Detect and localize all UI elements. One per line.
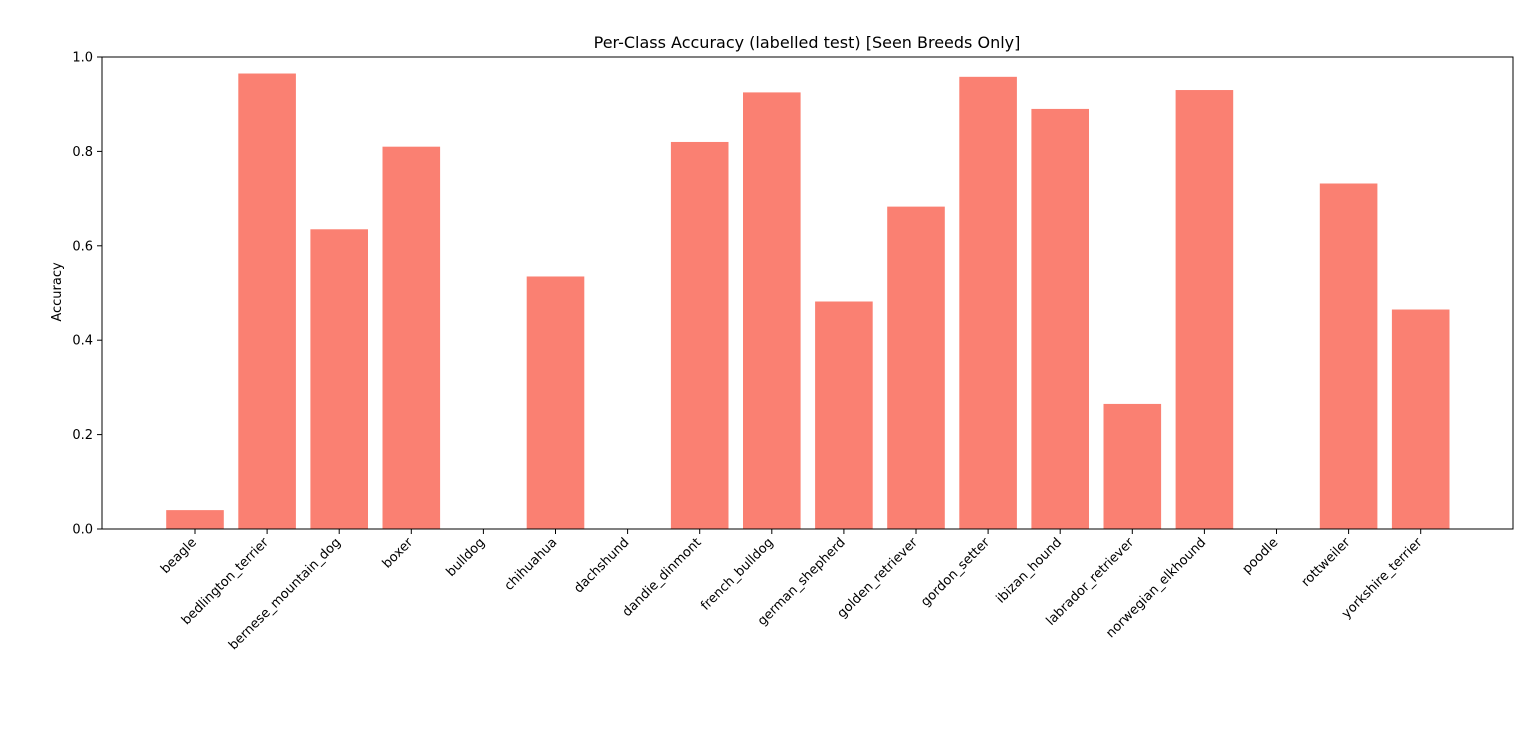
y-tick-label: 0.8 [72, 145, 93, 160]
x-tick-label: golden_retriever [835, 535, 922, 622]
y-axis-label: Accuracy [50, 262, 65, 322]
bar-ibizan_hound [1031, 108, 1089, 530]
plot-frame [101, 56, 1514, 530]
y-tick-label: 0.2 [72, 428, 93, 443]
x-tick-label: chihuahua [502, 535, 561, 594]
bars-group [166, 73, 1450, 530]
bar-bernese_mountain_dog [310, 229, 368, 529]
chart-title: Per-Class Accuracy (labelled test) [Seen… [594, 33, 1021, 52]
bar-norwegian_elkhound [1175, 90, 1234, 529]
bar-dandie_dinmont [670, 141, 729, 529]
bar-french_bulldog [743, 92, 801, 530]
x-tick-label: yorkshire_terrier [1339, 535, 1426, 622]
x-ticks-group: beaglebedlington_terrierbernese_mountain… [158, 529, 1426, 653]
x-tick-label: beagle [158, 535, 200, 577]
y-tick-label: 0.4 [72, 334, 93, 349]
bar-chihuahua [526, 276, 585, 529]
x-tick-label: rottweiler [1299, 535, 1354, 590]
y-tick-label: 1.0 [72, 51, 93, 66]
bar-rottweiler [1319, 183, 1378, 529]
bar-beagle [166, 510, 224, 529]
x-tick-label: dandie_dinmont [620, 535, 705, 620]
bar-boxer [382, 146, 441, 529]
y-tick-label: 0.6 [72, 239, 93, 254]
x-tick-label: poodle [1240, 535, 1282, 577]
x-tick-label: ibizan_hound [994, 535, 1065, 606]
x-tick-label: gordon_setter [918, 535, 993, 610]
x-tick-label: boxer [380, 535, 417, 572]
bar-bedlington_terrier [238, 73, 296, 530]
y-ticks-group: 0.0 0.2 0.4 0.6 0.8 1.0 [72, 51, 102, 538]
bar-gordon_setter [959, 76, 1017, 529]
bar-labrador_retriever [1103, 403, 1162, 529]
bar-german_shepherd [815, 301, 873, 529]
y-tick-label: 0.0 [72, 523, 93, 538]
bar-golden_retriever [887, 206, 945, 529]
x-tick-label: dachshund [571, 535, 632, 596]
x-tick-label: french_bulldog [698, 535, 776, 613]
x-tick-label: bulldog [444, 535, 489, 580]
bar-yorkshire_terrier [1391, 309, 1450, 529]
